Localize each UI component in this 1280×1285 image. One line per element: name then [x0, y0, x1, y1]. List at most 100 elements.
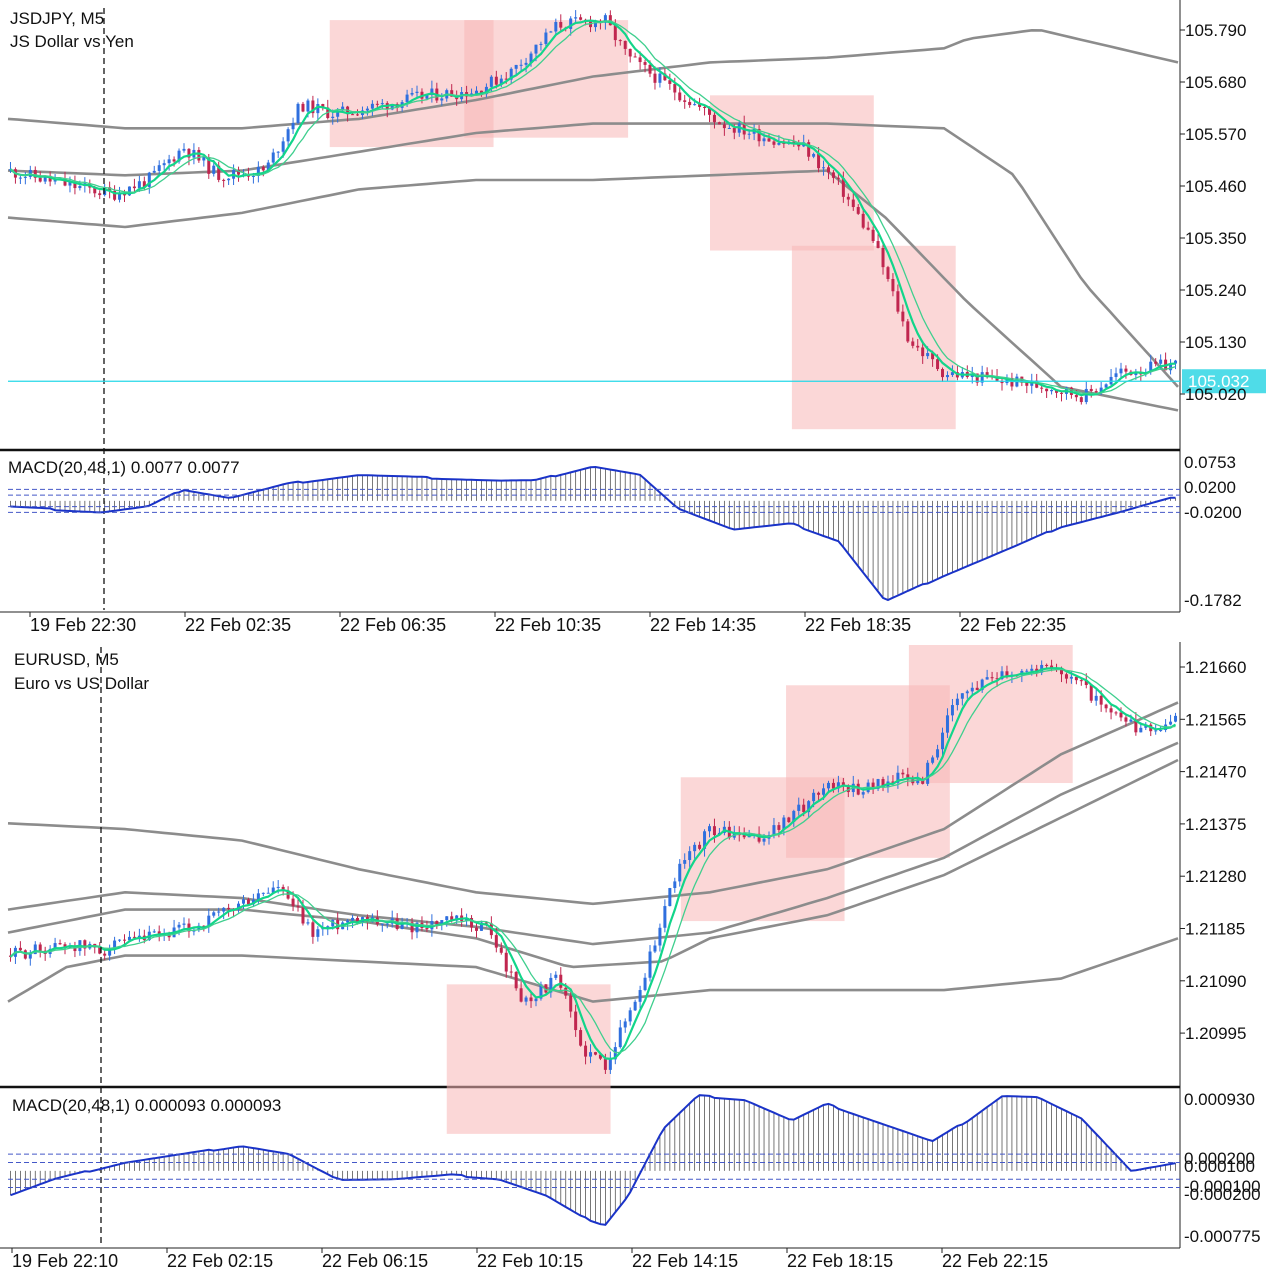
usdjpy-candle-body [901, 311, 905, 322]
eurusd-candle-body [975, 687, 979, 691]
eurusd-candle-body [1079, 680, 1083, 682]
eurusd-candle-body [603, 1058, 607, 1070]
eurusd-candle-body [941, 732, 945, 750]
usdjpy-macd-tick-label: -0.1782 [1184, 591, 1242, 610]
eurusd-candle-body [554, 974, 558, 978]
usdjpy-highlight-zone-4 [791, 245, 956, 430]
usdjpy-candle-body [48, 175, 52, 182]
usdjpy-candle-body [861, 213, 865, 228]
usdjpy-candle-body [390, 104, 394, 110]
eurusd-time-tick-label: 22 Feb 02:15 [167, 1251, 273, 1271]
usdjpy-candle-body [851, 199, 855, 208]
usdjpy-candle-body [693, 104, 697, 106]
usdjpy-candle-body [668, 80, 672, 84]
eurusd-candle-body [742, 835, 746, 838]
usdjpy-candle-body [172, 159, 176, 162]
usdjpy-candle-body [841, 178, 845, 197]
usdjpy-candle-body [405, 94, 409, 103]
eurusd-highlight-zone-1 [446, 984, 611, 1134]
usdjpy-candle-body [504, 78, 508, 80]
usdjpy-candle-body [167, 159, 171, 164]
usdjpy-candle-body [474, 90, 478, 94]
eurusd-candle-body [470, 918, 474, 928]
eurusd-candle-body [841, 782, 845, 786]
eurusd-price-tick-label: 1.21185 [1185, 920, 1245, 939]
usdjpy-candle-body [276, 151, 280, 153]
usdjpy-candle-body [727, 127, 731, 129]
eurusd-candle-body [648, 951, 652, 978]
usdjpy-candle-body [261, 166, 265, 171]
eurusd-candle-body [18, 947, 22, 951]
usdjpy-candle-body [182, 148, 186, 151]
usdjpy-candle-body [251, 175, 255, 177]
eurusd-candle-body [826, 782, 830, 789]
eurusd-time-tick-label: 19 Feb 22:10 [12, 1251, 118, 1271]
usdjpy-time-tick-label: 19 Feb 22:30 [30, 615, 136, 635]
eurusd-candle-body [237, 903, 241, 910]
usdjpy-candle-body [593, 20, 597, 28]
eurusd-candle-body [856, 783, 860, 795]
eurusd-candle-body [534, 998, 538, 1002]
usdjpy-candle-body [931, 353, 935, 360]
usdjpy-candle-body [762, 138, 766, 142]
eurusd-chart[interactable]: 1.21660 1.21565 1.21470 1.21375 1.21280 1.211… [7, 645, 1261, 1271]
usdjpy-price-tick-label: 105.460 [1185, 177, 1246, 196]
usdjpy-candle-body [1005, 377, 1009, 384]
eurusd-price-tick-label: 1.21660 [1185, 658, 1246, 677]
eurusd-candle-body [351, 917, 355, 921]
eurusd-candle-body [931, 757, 935, 763]
usdjpy-candle-body [440, 98, 444, 101]
usdjpy-candle-body [514, 64, 518, 69]
eurusd-candle-body [921, 779, 925, 784]
eurusd-candle-body [291, 898, 295, 907]
usdjpy-candle-body [410, 92, 414, 95]
usdjpy-candle-body [826, 167, 830, 173]
eurusd-candle-body [579, 1030, 583, 1046]
usdjpy-price-tick-label: 105.130 [1185, 333, 1246, 352]
usdjpy-candle-body [539, 43, 543, 45]
eurusd-price-tick-label: 1.21280 [1185, 867, 1246, 886]
eurusd-candle-body [559, 974, 563, 988]
usdjpy-candle-body [871, 229, 875, 242]
usdjpy-candle-body [544, 32, 548, 44]
usdjpy-candle-body [271, 152, 275, 163]
usdjpy-chart[interactable]: 105.032 105.790 105.680 105.570 105.460 105.3… [7, 8, 1266, 635]
usdjpy-candle-body [846, 196, 850, 200]
eurusd-candle-body [266, 892, 270, 894]
usdjpy-candle-body [291, 122, 295, 130]
usdjpy-candle-body [658, 73, 662, 83]
eurusd-candle-body [1139, 727, 1143, 733]
eurusd-candle-body [222, 907, 226, 912]
usdjpy-candle-body [311, 100, 315, 114]
eurusd-candle-body [1084, 680, 1088, 686]
usdjpy-candle-body [663, 73, 667, 81]
eurusd-candle-body [1000, 671, 1004, 679]
usdjpy-candle-body [876, 241, 880, 248]
usdjpy-candle-body [638, 57, 642, 63]
usdjpy-candle-body [1074, 394, 1078, 398]
eurusd-candle-body [836, 782, 840, 789]
eurusd-macd-tick-label: 0.000100 [1184, 1157, 1255, 1176]
usdjpy-candle-body [43, 175, 47, 182]
eurusd-candle-body [132, 936, 136, 938]
usdjpy-candle-body [921, 347, 925, 357]
eurusd-candle-body [831, 782, 835, 789]
eurusd-candle-body [509, 971, 513, 973]
eurusd-candle-body [524, 997, 528, 1002]
usdjpy-price-tick-label: 105.680 [1185, 73, 1246, 92]
eurusd-candle-body [782, 817, 786, 830]
usdjpy-candle-body [534, 44, 538, 54]
usdjpy-candle-body [777, 142, 781, 145]
eurusd-candle-body [212, 912, 216, 916]
eurusd-candle-body [306, 922, 310, 924]
eurusd-candle-body [58, 943, 62, 945]
usdjpy-candle-body [623, 40, 627, 49]
usdjpy-candle-body [222, 179, 226, 181]
usdjpy-candle-body [712, 114, 716, 123]
eurusd-candle-body [182, 923, 186, 925]
eurusd-candle-body [643, 977, 647, 991]
usdjpy-candle-body [1025, 382, 1029, 386]
eurusd-candle-body [1129, 719, 1133, 722]
eurusd-candle-body [995, 678, 999, 680]
